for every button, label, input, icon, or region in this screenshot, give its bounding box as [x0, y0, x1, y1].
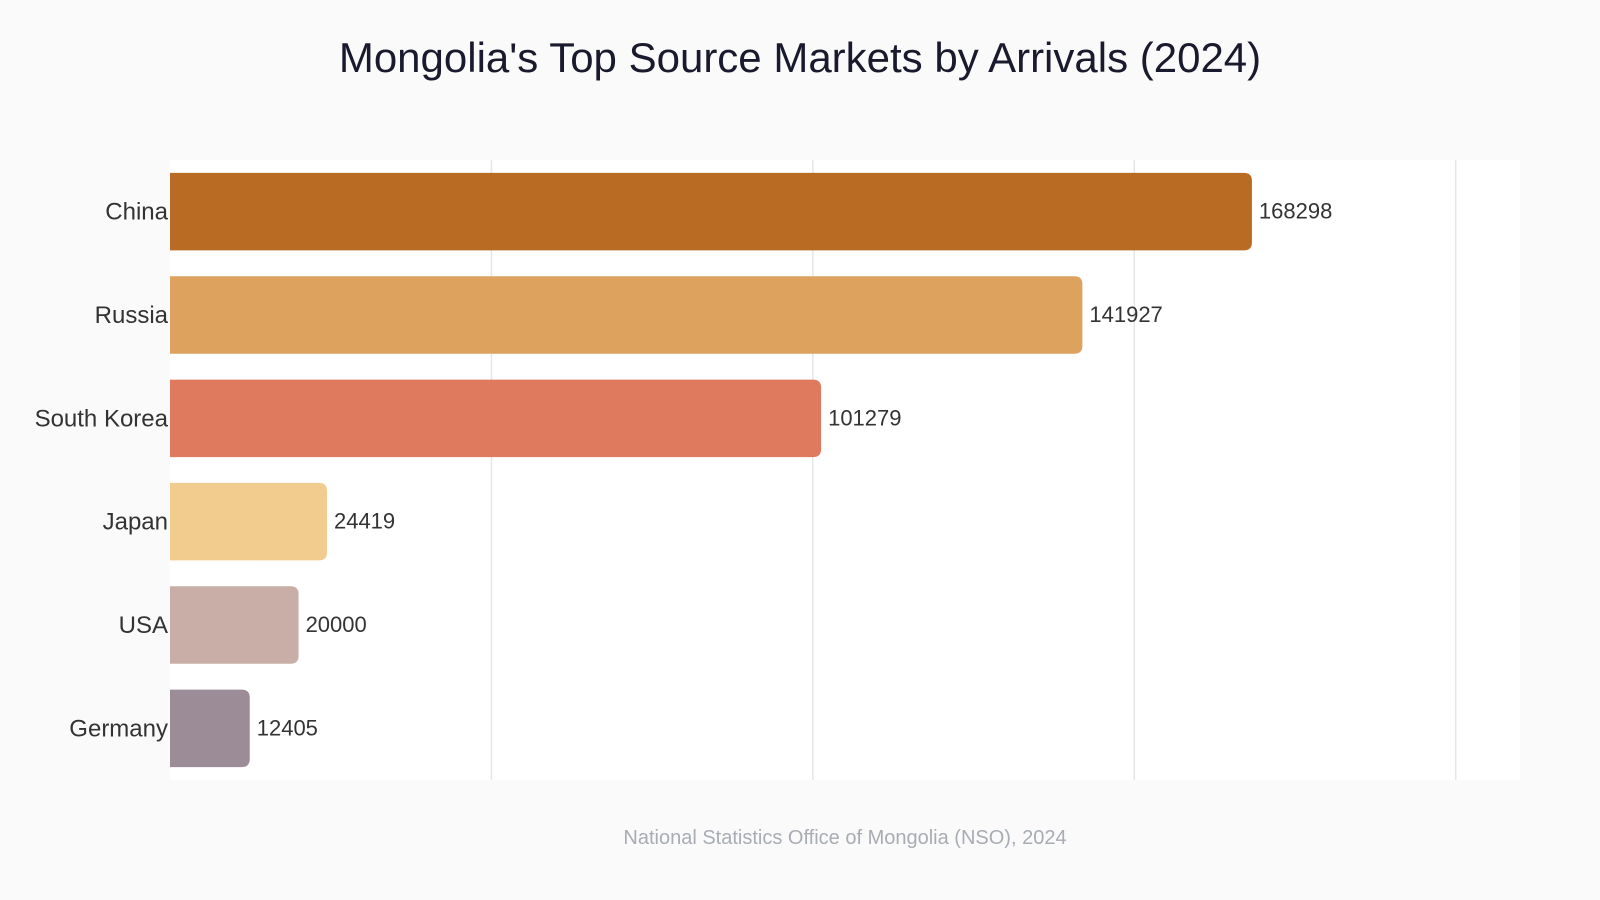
data-label: 20000	[306, 612, 367, 637]
data-label: 12405	[257, 715, 318, 740]
bar-japan	[170, 482, 327, 561]
bar-china	[170, 172, 1252, 251]
chart-title: Mongolia's Top Source Markets by Arrival…	[338, 34, 1262, 81]
bar-south-korea	[170, 379, 822, 458]
category-label: South Korea	[35, 405, 169, 432]
bar-germany	[170, 689, 250, 768]
data-label: 24419	[334, 509, 395, 534]
plot-area	[170, 160, 1520, 780]
data-label: 168298	[1259, 199, 1332, 224]
source-note: National Statistics Office of Mongolia (…	[623, 827, 1067, 849]
bar-russia	[170, 276, 1083, 354]
data-label: 101279	[828, 405, 901, 430]
category-label: China	[105, 199, 168, 226]
bar-usa	[170, 586, 299, 664]
category-label: Russia	[95, 302, 169, 329]
data-label: 141927	[1089, 302, 1162, 327]
category-label: Germany	[69, 715, 168, 742]
category-label: Japan	[103, 509, 168, 536]
category-label: USA	[119, 612, 168, 639]
